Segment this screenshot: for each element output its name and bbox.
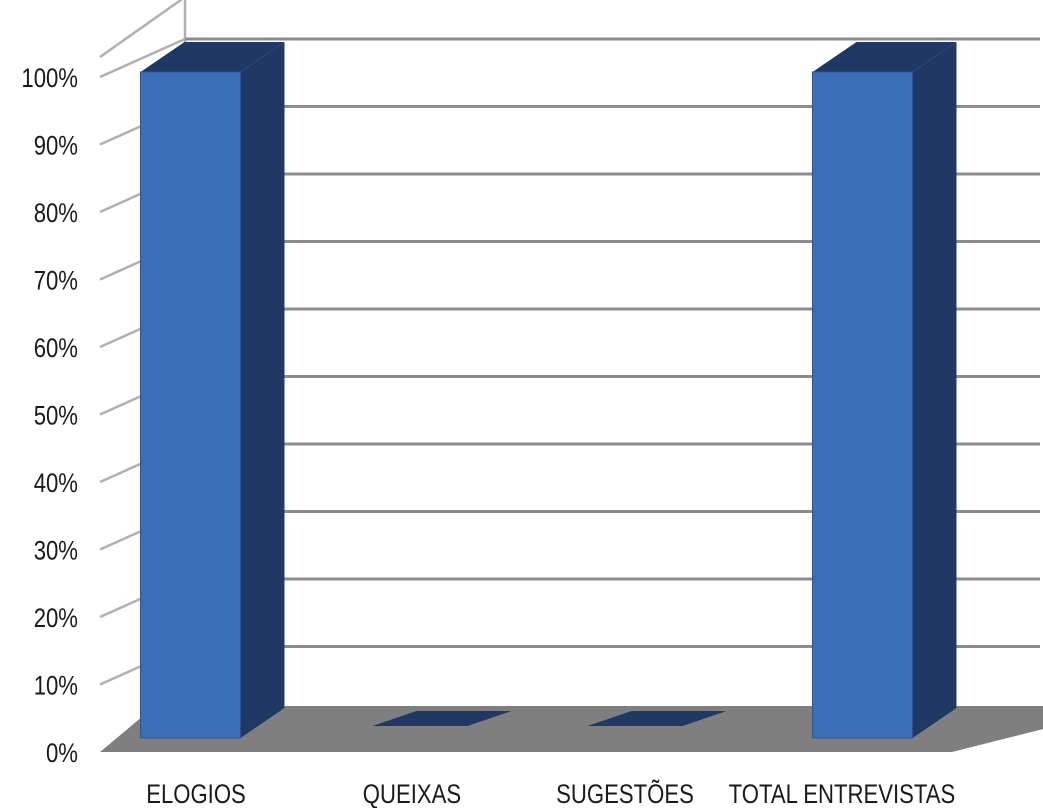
x-tick-label: TOTAL ENTREVISTAS xyxy=(729,780,956,808)
bar-top xyxy=(372,711,512,726)
x-tick-label: SUGESTÕES xyxy=(556,779,694,808)
bar xyxy=(587,711,727,726)
y-tick-label: 30% xyxy=(34,537,78,567)
bar-front xyxy=(812,71,913,739)
y-tick-label: 10% xyxy=(34,672,78,702)
bar-top xyxy=(812,42,957,72)
bars xyxy=(140,42,957,739)
x-tick-label: QUEIXAS xyxy=(363,780,461,808)
wall-top-edge xyxy=(99,0,183,59)
side-gridline xyxy=(99,37,186,79)
y-tick-label: 0% xyxy=(46,739,78,769)
y-tick-label: 20% xyxy=(34,604,78,634)
bar xyxy=(812,42,957,739)
y-tick-label: 60% xyxy=(34,334,78,364)
bar-side xyxy=(240,42,285,738)
chart-floor xyxy=(100,706,1043,752)
y-tick-label: 90% xyxy=(34,132,78,162)
bar xyxy=(140,42,285,739)
y-tick-label: 40% xyxy=(34,469,78,499)
bar-top xyxy=(140,42,285,72)
floor-plane xyxy=(100,706,1043,752)
x-tick-label: ELOGIOS xyxy=(146,780,246,808)
y-axis-ticks: 0% 10% 20% 30% 40% 50% 60% 70% 80% 90% 100% xyxy=(21,64,78,769)
y-tick-label: 50% xyxy=(34,402,78,432)
y-tick-label: 80% xyxy=(34,199,78,229)
bar-side xyxy=(912,42,957,738)
bar xyxy=(372,711,512,726)
y-tick-label: 100% xyxy=(21,64,78,94)
bar-top xyxy=(587,711,727,726)
x-axis-labels: ELOGIOS QUEIXAS SUGESTÕES TOTAL ENTREVISTAS xyxy=(146,779,955,808)
bar-front xyxy=(140,71,241,739)
y-tick-label: 70% xyxy=(34,267,78,297)
